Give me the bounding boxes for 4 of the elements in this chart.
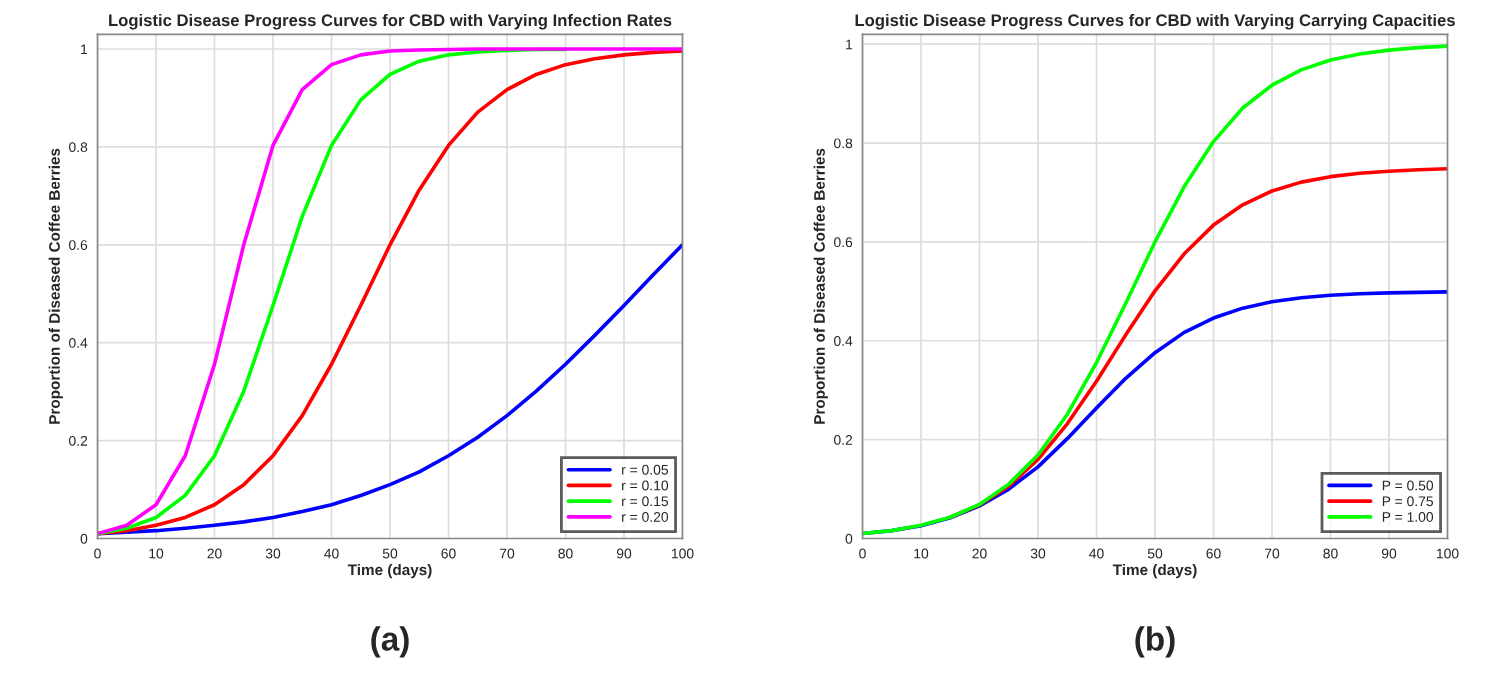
chart-title: Logistic Disease Progress Curves for CBD with Varying Carrying Capacities xyxy=(855,13,1455,30)
text: (a) xyxy=(371,626,409,658)
text: (b) xyxy=(1135,626,1175,658)
chart-title: Logistic Disease Progress Curves for CBD with Varying Infection Rates xyxy=(109,13,672,30)
